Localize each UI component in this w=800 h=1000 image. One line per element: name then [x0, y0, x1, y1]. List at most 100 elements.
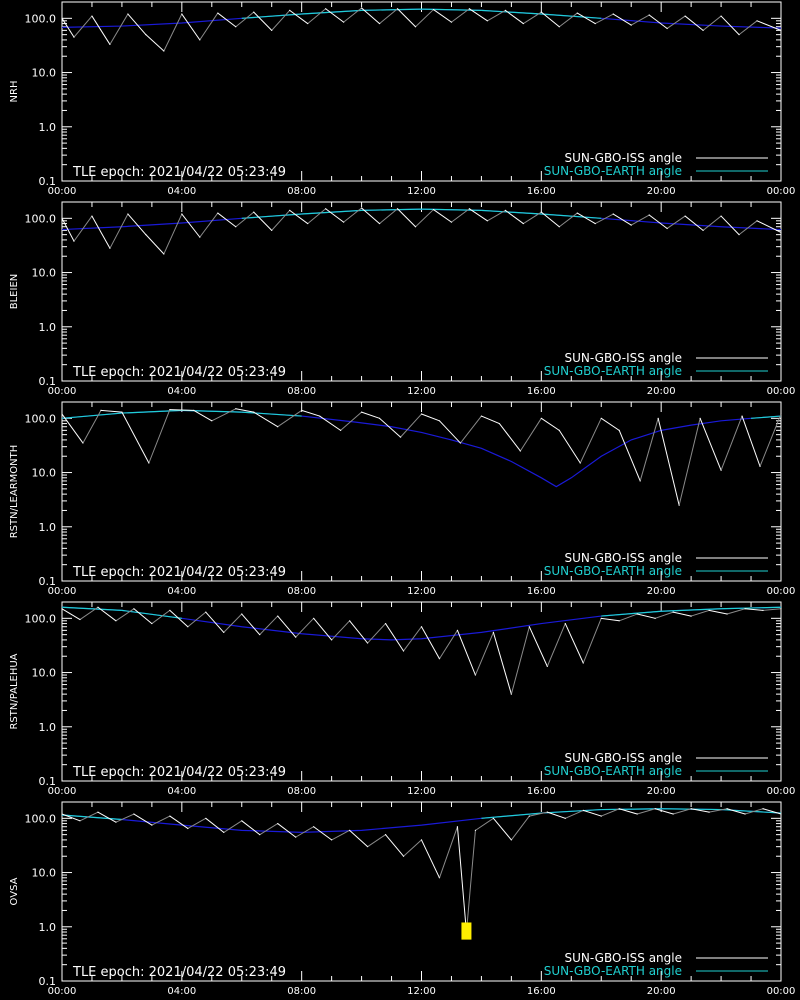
series-iss-segment: [612, 13, 632, 26]
series-iss-point: [780, 608, 782, 610]
series-earth-segment: [661, 608, 722, 612]
series-iss-segment: [91, 215, 111, 249]
series-iss-point: [331, 839, 333, 841]
series-iss-segment: [61, 218, 75, 242]
series-iss-segment: [460, 415, 482, 444]
series-iss-segment: [684, 215, 704, 231]
series-iss-point: [720, 469, 722, 471]
series-iss-segment: [145, 234, 165, 255]
series-iss-segment: [579, 418, 602, 464]
x-tick-label: 16:00: [527, 386, 556, 397]
tle-epoch-annotation: TLE epoch: 2021/04/22 05:23:49: [72, 365, 286, 380]
series-iss-point: [420, 839, 423, 841]
series-iss-segment: [127, 13, 147, 35]
series-iss-point: [630, 24, 632, 26]
series-iss-segment: [528, 626, 548, 667]
series-iss-segment: [73, 215, 93, 242]
series-iss-point: [546, 665, 548, 667]
x-tick-label: 00:00: [767, 586, 796, 597]
legend-label-earth: SUN-GBO-EARTH angle: [544, 364, 682, 378]
series-iss-point: [91, 15, 93, 17]
tle-epoch-annotation: TLE epoch: 2021/04/22 05:23:49: [72, 965, 286, 980]
series-iss-segment: [385, 623, 404, 652]
series-earth-segment: [61, 412, 122, 419]
legend-label-iss: SUN-GBO-ISS angle: [565, 551, 682, 565]
series-earth-segment: [481, 812, 542, 819]
y-tick-label: 0.1: [39, 175, 57, 188]
series-iss-point: [217, 12, 219, 14]
x-tick-label: 04:00: [167, 586, 196, 597]
series-earth-segment: [61, 606, 122, 611]
series-iss-segment: [133, 813, 153, 826]
series-iss-point: [618, 808, 620, 810]
series-iss-point: [181, 213, 183, 215]
series-earth-segment: [121, 609, 182, 619]
series-iss-point: [61, 217, 63, 219]
series-iss-segment: [699, 418, 722, 471]
series-iss-segment: [618, 430, 641, 482]
series-iss-point: [61, 608, 63, 610]
y-tick-label: 10.0: [32, 267, 57, 280]
series-iss-point: [259, 634, 261, 636]
series-iss-segment: [678, 418, 701, 506]
series-iss-segment: [199, 212, 219, 238]
series-earth-segment: [481, 9, 542, 15]
y-axis-label: BLEIEN: [9, 274, 20, 310]
series-iss-point: [594, 222, 596, 225]
series-iss-segment: [187, 817, 207, 829]
series-iss-segment: [403, 839, 422, 857]
x-tick-label: 00:00: [767, 786, 796, 797]
series-iss-segment: [744, 808, 764, 815]
series-iss-point: [648, 214, 650, 216]
series-iss-point: [163, 253, 165, 255]
series-iss-point: [522, 222, 524, 225]
series-iss-segment: [487, 209, 506, 222]
series-iss-segment: [564, 623, 584, 664]
series-iss-point: [295, 636, 297, 638]
series-iss-point: [349, 620, 351, 622]
series-iss-segment: [577, 12, 596, 25]
chart-panel-4: 100.0 10.0 1.0 0.1 00:00 04:00 08:00 12:00 16:00…: [0, 600, 800, 800]
series-iss-point: [459, 442, 462, 444]
series-iss-segment: [115, 608, 135, 622]
series-iss-segment: [97, 811, 117, 823]
series-iss-point: [148, 462, 150, 464]
y-tick-label: 1.0: [39, 321, 57, 334]
x-tick-label: 04:00: [167, 186, 196, 197]
series-iss-point: [636, 613, 638, 615]
series-iss-point: [271, 29, 273, 31]
series-iss-point: [759, 465, 761, 467]
series-iss-point: [396, 8, 399, 10]
series-iss-point: [726, 613, 728, 615]
series-iss-point: [636, 813, 638, 815]
series-iss-segment: [439, 630, 458, 659]
series-iss-point: [289, 209, 291, 211]
series-iss-segment: [253, 411, 278, 428]
series-iss-point: [349, 829, 351, 831]
series-iss-segment: [547, 811, 566, 819]
series-iss-point: [253, 411, 255, 413]
series-iss-point: [744, 608, 746, 610]
series-iss-segment: [343, 207, 362, 223]
series-iss-segment: [349, 829, 368, 848]
series-iss-segment: [211, 408, 236, 422]
series-iss-segment: [79, 811, 99, 822]
series-iss-segment: [558, 430, 581, 464]
series-iss-point: [253, 211, 255, 213]
series-iss-point: [492, 631, 494, 634]
series-iss-point: [540, 211, 542, 213]
series-iss-segment: [91, 15, 111, 45]
series-iss-point: [762, 808, 764, 810]
series-iss-segment: [340, 411, 362, 431]
series-iss-segment: [505, 209, 524, 224]
series-iss-segment: [619, 613, 638, 622]
y-axis-label: NRH: [9, 81, 20, 103]
series-iss-point: [133, 608, 135, 610]
series-iss-point: [438, 658, 441, 660]
y-axis-label: RSTN/PALEHUA: [9, 653, 20, 729]
series-iss-segment: [73, 15, 93, 38]
series-iss-segment: [639, 418, 659, 482]
x-tick-label: 00:00: [48, 786, 77, 797]
series-iss-segment: [151, 815, 171, 826]
series-iss-point: [684, 215, 686, 217]
